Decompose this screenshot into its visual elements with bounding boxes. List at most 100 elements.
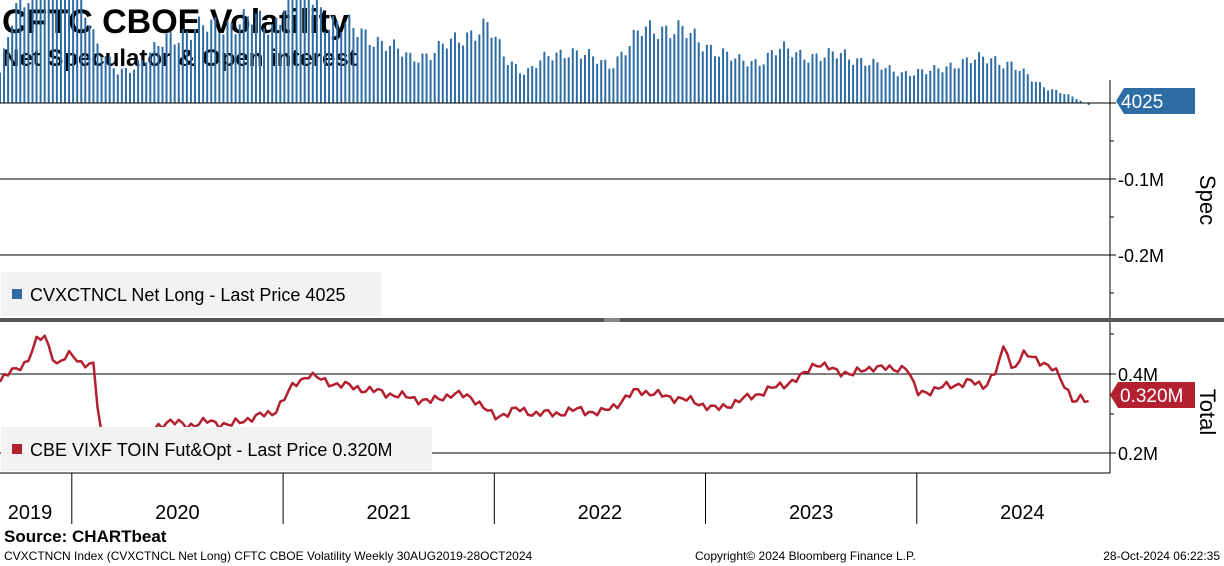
spec-bar — [807, 62, 810, 103]
spec-bar — [880, 69, 883, 103]
spec-bar — [583, 54, 586, 103]
spec-bar — [762, 64, 765, 103]
spec-bar — [340, 31, 343, 104]
spec-bar — [214, 17, 217, 103]
spec-bar — [100, 57, 103, 103]
spec-bar — [137, 60, 140, 103]
spec-bar — [39, 0, 42, 103]
spec-bar — [945, 66, 948, 103]
spec-bar — [868, 65, 871, 103]
spec-bar — [1034, 81, 1037, 103]
spec-bar — [23, 7, 26, 104]
spec-bar — [7, 37, 10, 103]
spec-bar — [498, 39, 501, 103]
spec-bar — [551, 60, 554, 103]
spec-bar — [575, 50, 578, 103]
spec-bar — [819, 61, 822, 103]
spec-bar — [356, 37, 359, 104]
spec-bar — [124, 67, 127, 103]
spec-bar — [673, 34, 676, 103]
spec-bar — [128, 72, 131, 103]
spec-bar — [738, 54, 741, 103]
spec-bar — [376, 36, 379, 103]
spec-bar — [908, 75, 911, 103]
spec-bar — [181, 29, 184, 103]
spec-bar — [803, 59, 806, 103]
spec-bar — [352, 27, 355, 103]
spec-bar — [145, 62, 148, 103]
spec-bar — [405, 52, 408, 103]
spec-bar — [206, 31, 209, 103]
spec-bar — [303, 0, 306, 103]
spec-bar — [990, 58, 993, 103]
spec-bar — [612, 68, 615, 103]
spec-bar — [811, 54, 814, 103]
spec-bar — [888, 65, 891, 103]
year-labels: 2019 2020 2021 2022 2023 2024 — [8, 502, 1045, 524]
spec-bar — [299, 0, 302, 104]
spec-bar — [315, 0, 318, 104]
spec-bar — [417, 62, 420, 103]
spec-bar — [1063, 94, 1066, 103]
spec-bar — [185, 31, 188, 104]
spec-bar — [965, 57, 968, 103]
spec-bar — [933, 65, 936, 103]
total-tick-label-0: 0.4M — [1118, 365, 1158, 385]
spec-bar — [393, 39, 396, 103]
spec-bar — [332, 15, 335, 104]
spec-bar — [567, 57, 570, 103]
spec-bar — [872, 58, 875, 103]
spec-bar — [1067, 94, 1070, 103]
spec-bar — [827, 48, 830, 103]
spec-bar — [998, 64, 1001, 103]
spec-bar — [620, 51, 623, 103]
spec-bar — [453, 32, 456, 104]
source-label: Source: CHARTbeat — [4, 527, 167, 546]
spec-bar — [681, 25, 684, 103]
spec-bar — [685, 38, 688, 103]
spec-bar — [917, 68, 920, 103]
spec-bar — [307, 0, 310, 103]
spec-bar — [466, 32, 469, 103]
spec-bar — [795, 52, 798, 103]
panel-divider — [0, 318, 1224, 322]
spec-axis-title: Spec — [1195, 175, 1220, 225]
spec-bar — [380, 40, 383, 103]
spec-bar — [555, 52, 558, 103]
spec-bar — [80, 0, 83, 103]
spec-bar — [941, 72, 944, 103]
spec-bar — [730, 60, 733, 103]
spec-bar — [445, 48, 448, 103]
spec-bar — [169, 32, 172, 103]
total-legend-swatch — [12, 444, 22, 454]
spec-bar — [157, 45, 160, 103]
spec-bar — [734, 58, 737, 103]
spec-bar — [68, 0, 71, 103]
spec-bar — [502, 56, 505, 103]
spec-bar — [754, 59, 757, 103]
spec-bar — [892, 71, 895, 103]
spec-bar — [372, 46, 375, 103]
year-separators — [71, 473, 918, 524]
spec-bar — [397, 48, 400, 103]
spec-bar — [1051, 89, 1054, 103]
spec-bar — [295, 0, 298, 104]
year-label-2019: 2019 — [8, 502, 53, 524]
spec-bar — [523, 74, 526, 103]
spec-tick-label-0: -0.1M — [1118, 170, 1164, 190]
spec-panel: -0.1M -0.2M Spec 4025 CVXCTNCL Net Long … — [0, 0, 1220, 318]
spec-bar — [51, 0, 54, 103]
spec-bar — [588, 49, 591, 103]
spec-bar — [413, 61, 416, 103]
spec-bar — [925, 74, 928, 103]
spec-bar — [1038, 82, 1041, 103]
spec-bar — [742, 60, 745, 103]
spec-bar — [510, 61, 513, 103]
spec-bar — [543, 51, 546, 103]
spec-bar — [409, 52, 412, 103]
spec-bar — [644, 26, 647, 103]
spec-legend-swatch — [12, 289, 22, 299]
spec-bar — [994, 56, 997, 103]
spec-bar — [116, 74, 119, 103]
